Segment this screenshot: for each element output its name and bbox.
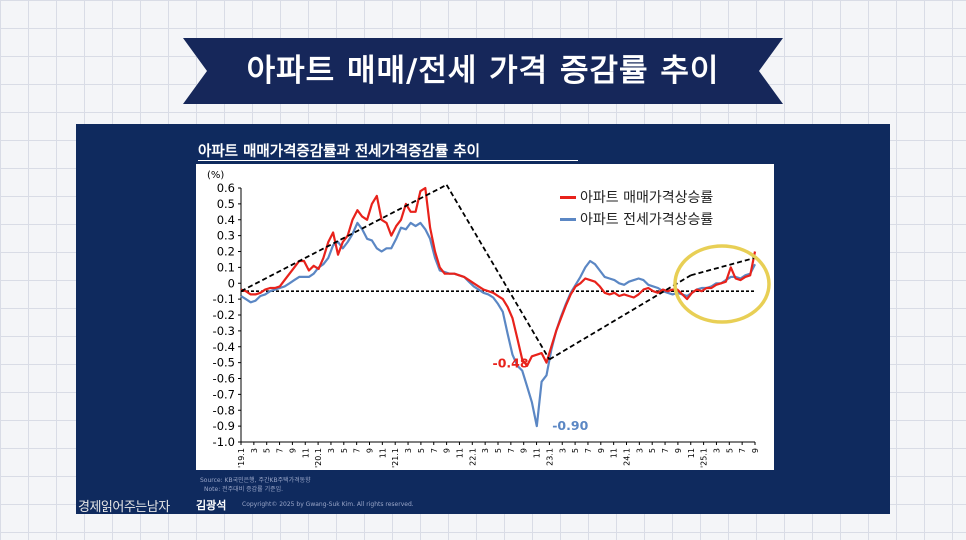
source-note: Source: KB국민은행, 주간KB주택가격동향: [200, 477, 311, 484]
x-tick-label: '20.1: [314, 448, 323, 468]
y-tick-label: 0.1: [217, 260, 235, 274]
plot-area: [196, 164, 774, 470]
brand-logo-text: 경제읽어주는남자: [78, 500, 170, 515]
title-banner: [183, 38, 783, 104]
x-tick-label: 9: [366, 448, 375, 453]
y-tick-label: 0.3: [217, 229, 235, 243]
x-tick-label: 9: [674, 448, 683, 453]
legend-item-jeonse: 아파트 전세가격상승률: [560, 208, 713, 230]
series-line-jeonse: [240, 221, 756, 428]
y-tick-label: -0.5: [213, 356, 235, 370]
x-tick-label: '25.1: [700, 448, 709, 468]
x-tick-label: 23.1: [545, 448, 554, 466]
x-tick-label: 7: [738, 448, 747, 453]
y-tick-label: -1.0: [213, 435, 235, 449]
y-tick-label: -0.3: [213, 324, 235, 338]
legend: 아파트 매매가격상승률 아파트 전세가격상승률: [560, 186, 713, 230]
trend-dashed-line: [445, 184, 551, 360]
x-tick-label: 7: [353, 448, 362, 453]
x-tick-label: 11: [687, 448, 696, 458]
legend-label-sale: 아파트 매매가격상승률: [580, 190, 714, 206]
x-tick-label: 22.1: [468, 448, 477, 466]
title-underline: [198, 160, 578, 161]
x-tick-label: 7: [584, 448, 593, 453]
x-tick-label: 11: [378, 448, 387, 458]
y-axis-label: (%): [207, 170, 224, 181]
legend-swatch-sale: [560, 195, 576, 199]
y-tick-label: -0.7: [213, 387, 235, 401]
x-tick-label: '21.1: [391, 448, 400, 468]
y-tick-label: -0.8: [213, 403, 235, 417]
x-tick-label: 3: [712, 448, 721, 453]
highlight-circle: [673, 244, 771, 324]
x-tick-label: 5: [263, 448, 272, 453]
x-tick-label: 5: [725, 448, 734, 453]
trend-dashed-line: [240, 184, 448, 292]
x-tick-label: 3: [327, 448, 336, 453]
x-tick-label: 3: [635, 448, 644, 453]
x-tick-label: 24.1: [623, 448, 632, 466]
data-label: -0.48: [493, 355, 529, 370]
x-tick-label: 7: [276, 448, 285, 453]
data-note: Note: 전주대비 증감률 기준임.: [204, 486, 284, 493]
legend-item-sale: 아파트 매매가격상승률: [560, 186, 713, 208]
x-tick-label: 3: [404, 448, 413, 453]
y-tick-label: -0.6: [213, 372, 235, 386]
x-tick-label: 9: [597, 448, 606, 453]
x-tick-label: 5: [340, 448, 349, 453]
y-tick-label: 0.5: [217, 197, 235, 211]
x-tick-label: 9: [288, 448, 297, 453]
copyright-text: Copyright© 2025 by Gwang-Suk Kim. All ri…: [242, 501, 414, 508]
x-tick-label: 11: [301, 448, 310, 458]
chart-panel-title: 아파트 매매가격증감률과 전세가격증감률 추이: [198, 144, 480, 160]
x-tick-label: 5: [571, 448, 580, 453]
x-tick-label: 9: [751, 448, 760, 453]
x-tick-label: 7: [661, 448, 670, 453]
y-tick-label: 0.6: [217, 181, 235, 195]
x-tick-label: 11: [533, 448, 542, 458]
legend-label-jeonse: 아파트 전세가격상승률: [580, 212, 714, 228]
x-tick-label: 11: [455, 448, 464, 458]
trend-dashed-line: [690, 256, 756, 277]
x-tick-label: 5: [417, 448, 426, 453]
legend-swatch-jeonse: [560, 217, 576, 221]
x-tick-label: 11: [610, 448, 619, 458]
x-tick-label: 3: [558, 448, 567, 453]
y-tick-label: -0.1: [213, 292, 235, 306]
trend-dashed-line: [548, 274, 692, 361]
author-name: 김광석: [196, 499, 227, 512]
x-tick-label: 9: [443, 448, 452, 453]
x-tick-label: 7: [430, 448, 439, 453]
y-tick-label: 0: [228, 276, 235, 290]
x-tick-label: 3: [250, 448, 259, 453]
y-tick-label: -0.9: [213, 419, 235, 433]
x-tick-label: 5: [648, 448, 657, 453]
y-tick-label: -0.4: [213, 340, 235, 354]
x-tick-label: 7: [507, 448, 516, 453]
page-title: 아파트 매매/전세 가격 증감률 추이: [246, 53, 720, 89]
y-tick-label: 0.2: [217, 245, 235, 259]
x-tick-label: 3: [481, 448, 490, 453]
y-tick-label: -0.2: [213, 308, 235, 322]
x-tick-label: 9: [520, 448, 529, 453]
x-tick-label: '19.1: [237, 448, 246, 468]
y-tick-label: 0.4: [217, 213, 235, 227]
x-tick-label: 5: [494, 448, 503, 453]
data-label: -0.90: [552, 418, 588, 433]
